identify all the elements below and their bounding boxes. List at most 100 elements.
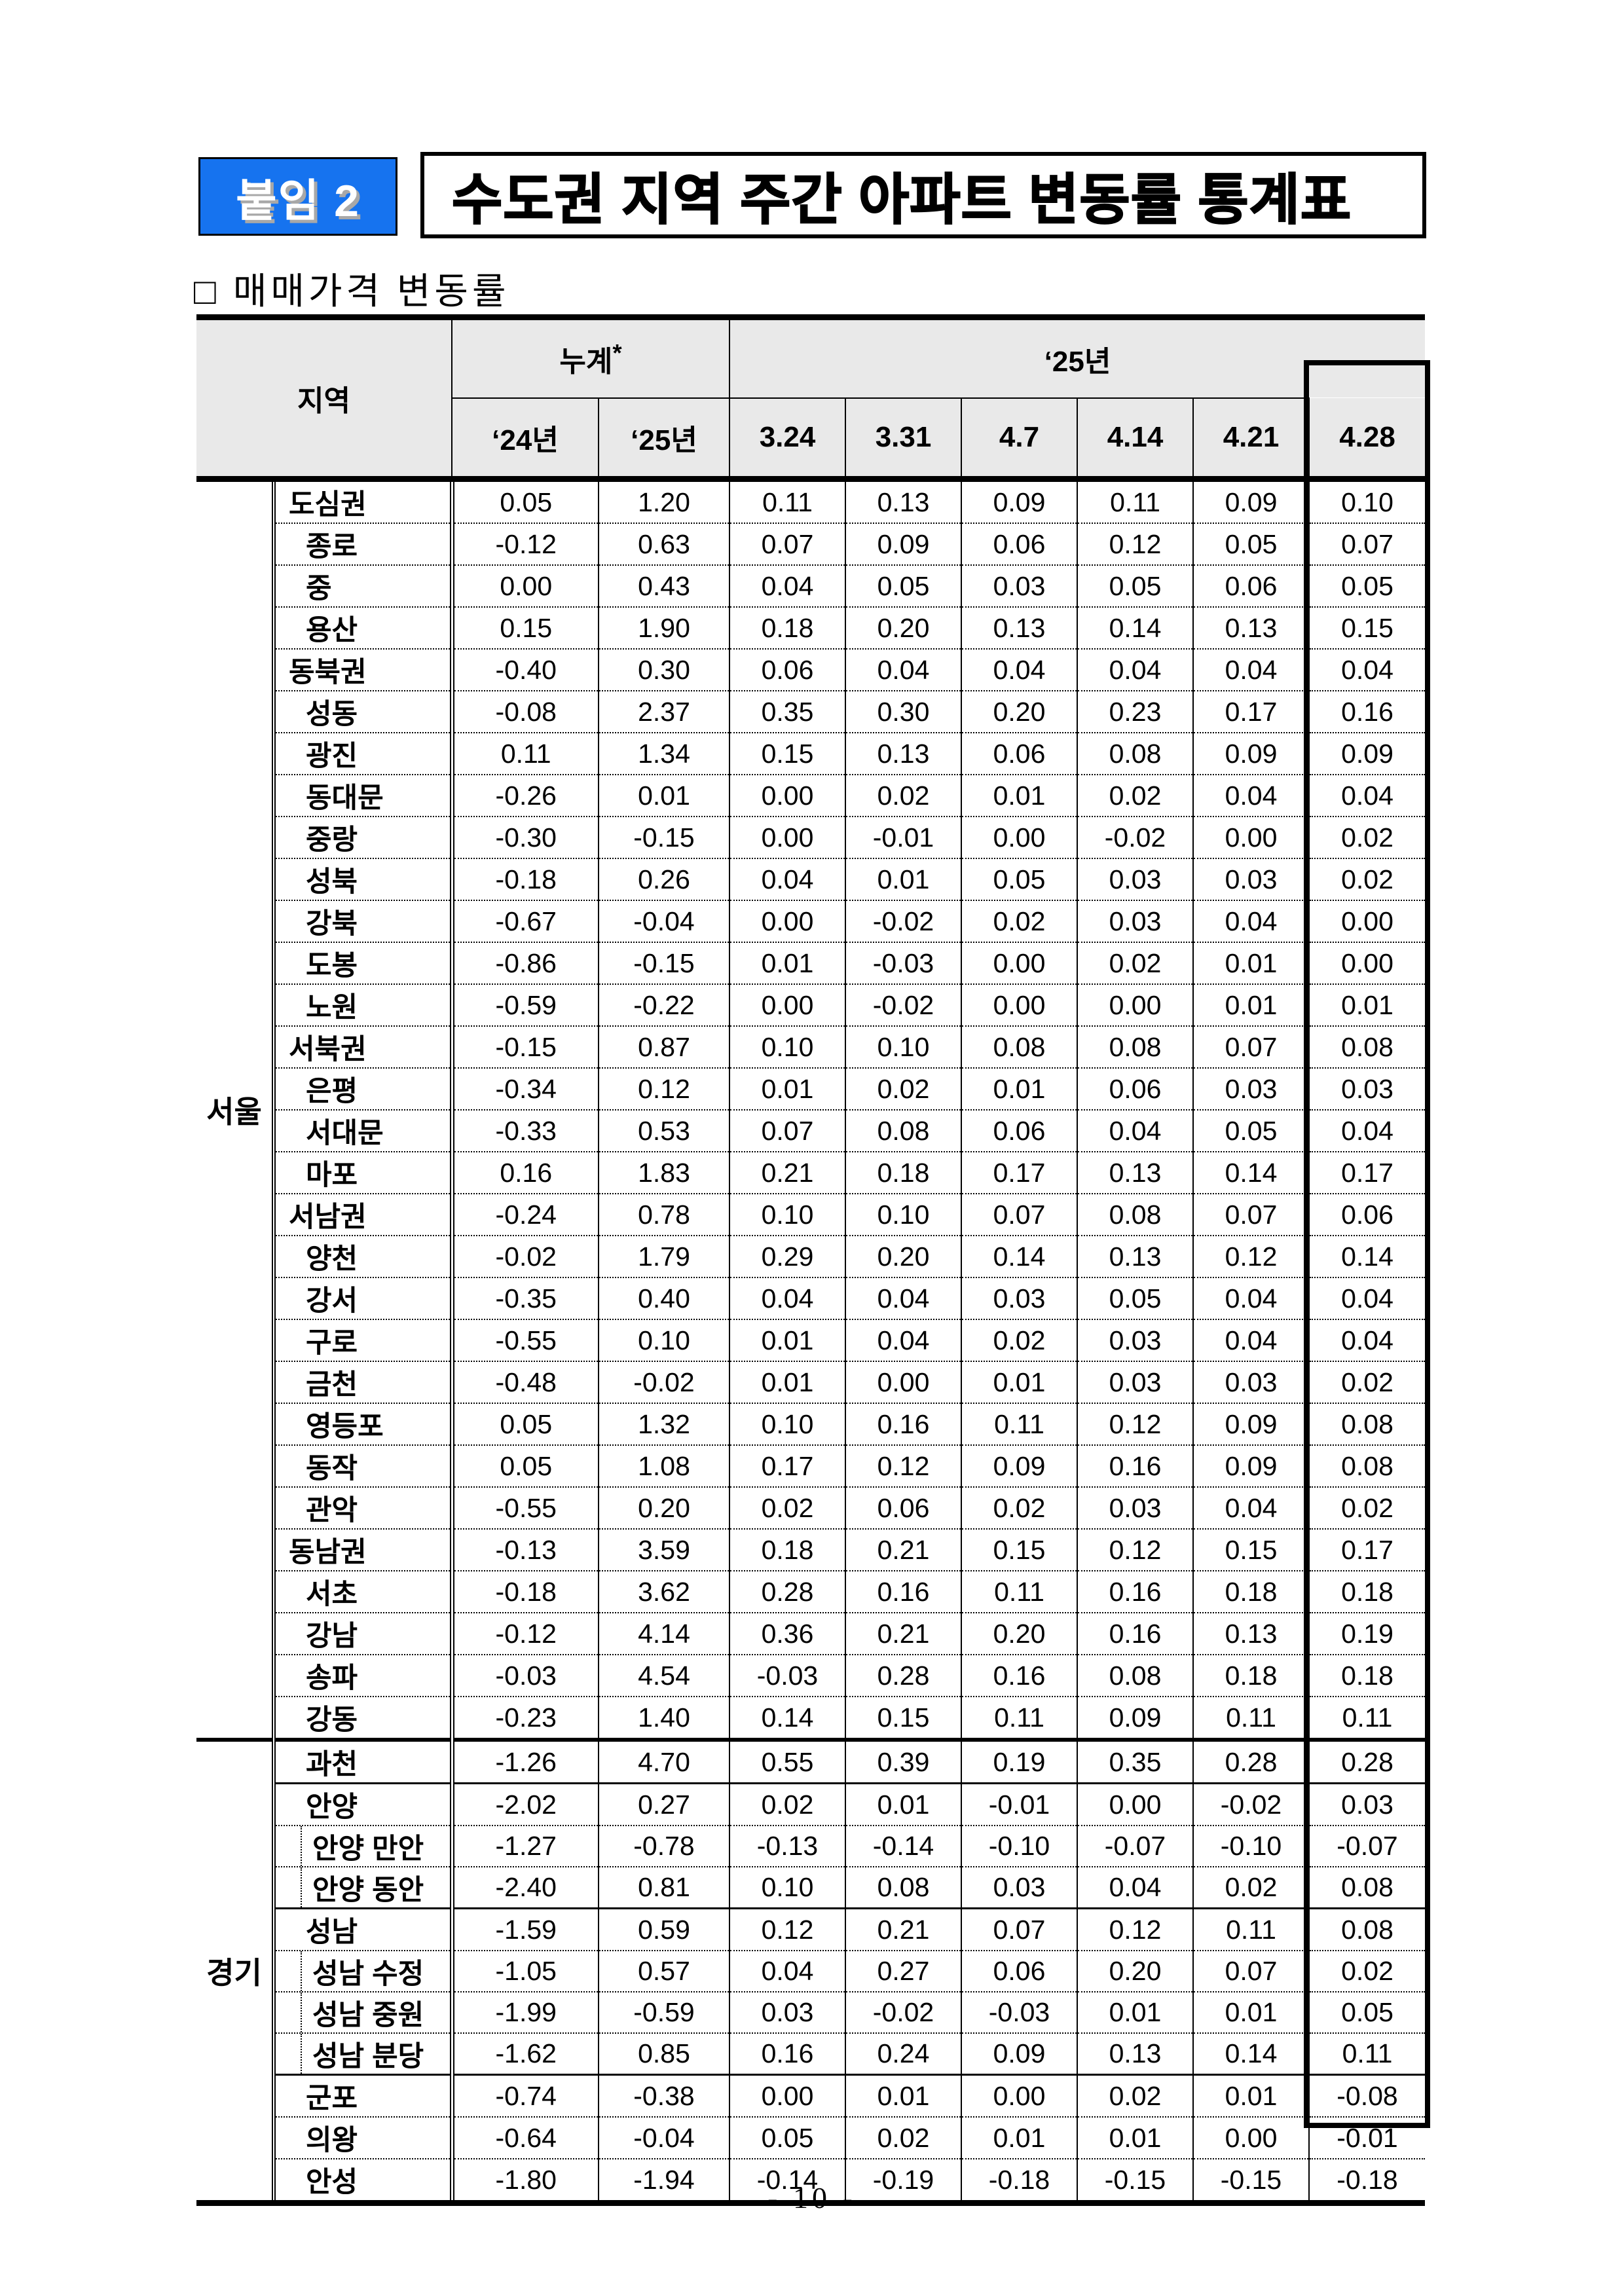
- region-name-cell: 도봉: [272, 942, 454, 984]
- value-cell: 0.43: [597, 564, 730, 607]
- value-cell: 0.02: [845, 2116, 962, 2159]
- value-cell: -0.15: [1077, 2158, 1194, 2203]
- table-row: 성남 중원 -1.99 -0.59 0.03 -0.02 -0.03 0.01 0.01 0.0…: [196, 1991, 1426, 2033]
- value-cell: -0.10: [1192, 1825, 1310, 1867]
- region-name-cell: 동대문: [272, 774, 454, 817]
- sub-region-name: 안양 만안: [301, 1827, 447, 1866]
- table-row: 도봉 -0.86 -0.15 0.01 -0.03 0.00 0.02 0.01 0.00: [196, 942, 1426, 984]
- value-cell: 0.08: [1077, 1193, 1194, 1236]
- value-cell: -0.02: [1192, 1782, 1310, 1826]
- region-name-cell: 구로: [272, 1319, 454, 1361]
- region-name-cell: 성동: [272, 690, 454, 733]
- value-cell: 0.15: [1192, 1528, 1310, 1571]
- value-cell: 0.18: [1308, 1654, 1426, 1697]
- table-row: 금천 -0.48 -0.02 0.01 0.00 0.01 0.03 0.03 0.02: [196, 1361, 1426, 1403]
- value-cell: 0.00: [845, 1361, 962, 1403]
- value-cell: 3.62: [597, 1570, 730, 1613]
- value-cell: 0.16: [451, 1151, 599, 1194]
- value-cell: 0.03: [1192, 1361, 1310, 1403]
- value-cell: 0.01: [845, 1782, 962, 1826]
- value-cell: 0.28: [1192, 1738, 1310, 1784]
- value-cell: 0.15: [729, 732, 846, 775]
- value-cell: 0.01: [1077, 1991, 1194, 2033]
- value-cell: 0.04: [1192, 1486, 1310, 1529]
- value-cell: 0.15: [1308, 606, 1426, 649]
- value-cell: 0.05: [1077, 564, 1194, 607]
- value-cell: 0.28: [845, 1654, 962, 1697]
- value-cell: 0.09: [1192, 479, 1310, 523]
- value-cell: 0.00: [961, 2074, 1078, 2117]
- value-cell: -0.67: [451, 900, 599, 942]
- region-name-cell: 동남권: [272, 1528, 454, 1571]
- table-header: 지역 누계* ‘25년 ‘24년 ‘25년 3.24 3.31 4.7 4.14 4.21 4…: [196, 317, 1426, 482]
- value-cell: 0.00: [1192, 816, 1310, 858]
- region-name-cell: 강남: [272, 1612, 454, 1655]
- value-cell: 0.01: [1192, 942, 1310, 984]
- value-cell: -0.07: [1077, 1825, 1194, 1867]
- table-row: 은평 -0.34 0.12 0.01 0.02 0.01 0.06 0.03 0.03: [196, 1067, 1426, 1110]
- value-cell: 0.08: [1308, 1907, 1426, 1951]
- value-cell: 0.01: [1192, 983, 1310, 1026]
- value-cell: 0.12: [729, 1907, 846, 1951]
- value-cell: 0.09: [1192, 732, 1310, 775]
- column-header-4-7: 4.7: [961, 397, 1078, 482]
- region-name-cell: 은평: [272, 1067, 454, 1110]
- sub-region-name: 성남 중원: [301, 1993, 447, 2032]
- value-cell: 0.08: [1308, 1403, 1426, 1445]
- value-cell: 0.23: [1077, 690, 1194, 733]
- value-cell: 0.00: [961, 942, 1078, 984]
- value-cell: 0.03: [961, 564, 1078, 607]
- value-cell: 0.08: [845, 1866, 962, 1909]
- value-cell: 0.02: [961, 1319, 1078, 1361]
- value-cell: 0.02: [729, 1486, 846, 1529]
- value-cell: 0.14: [1192, 1151, 1310, 1194]
- value-cell: 0.00: [729, 900, 846, 942]
- value-cell: -0.08: [451, 690, 599, 733]
- table-row: 성북 -0.18 0.26 0.04 0.01 0.05 0.03 0.03 0.02: [196, 858, 1426, 900]
- value-cell: 0.03: [1192, 858, 1310, 900]
- value-cell: 0.03: [1077, 900, 1194, 942]
- region-name-cell: 안양 동안: [272, 1866, 454, 1909]
- value-cell: 0.03: [1192, 1067, 1310, 1110]
- region-name-cell: 서초: [272, 1570, 454, 1613]
- value-cell: 0.16: [961, 1654, 1078, 1697]
- region-name-cell: 도심권: [272, 479, 454, 523]
- value-cell: 0.01: [729, 942, 846, 984]
- value-cell: 0.11: [1192, 1696, 1310, 1740]
- value-cell: 0.06: [961, 1109, 1078, 1152]
- value-cell: 0.03: [1308, 1782, 1426, 1826]
- value-cell: -0.15: [1192, 2158, 1310, 2203]
- value-cell: 0.02: [1308, 1361, 1426, 1403]
- value-cell: 0.59: [597, 1907, 730, 1951]
- value-cell: 0.20: [845, 1235, 962, 1277]
- value-cell: 0.02: [961, 900, 1078, 942]
- region-name-cell: 중: [272, 564, 454, 607]
- region-name-cell: 서북권: [272, 1025, 454, 1068]
- value-cell: 0.03: [1077, 858, 1194, 900]
- value-cell: 0.04: [1308, 774, 1426, 817]
- value-cell: 0.04: [845, 648, 962, 691]
- section-subtitle: □ 매매가격 변동률: [194, 272, 510, 312]
- value-cell: 0.12: [1077, 1528, 1194, 1571]
- column-header-4-28: 4.28: [1308, 398, 1426, 482]
- value-cell: -0.18: [1308, 2158, 1426, 2203]
- value-cell: -0.19: [845, 2158, 962, 2203]
- value-cell: 0.36: [729, 1612, 846, 1655]
- value-cell: 0.13: [1192, 1612, 1310, 1655]
- table-row: 송파 -0.03 4.54 -0.03 0.28 0.16 0.08 0.18 0.18: [196, 1654, 1426, 1697]
- value-cell: 0.00: [729, 983, 846, 1026]
- value-cell: -0.22: [597, 983, 730, 1026]
- value-cell: 0.13: [845, 479, 962, 523]
- value-cell: -1.26: [451, 1738, 599, 1784]
- value-cell: -0.33: [451, 1109, 599, 1152]
- value-cell: 0.00: [1077, 983, 1194, 1026]
- value-cell: 0.05: [1192, 1109, 1310, 1152]
- value-cell: 0.18: [845, 1151, 962, 1194]
- value-cell: 0.04: [1308, 1109, 1426, 1152]
- value-cell: -0.18: [451, 858, 599, 900]
- value-cell: 0.04: [1192, 1277, 1310, 1319]
- value-cell: 0.11: [961, 1570, 1078, 1613]
- table-row: 구로 -0.55 0.10 0.01 0.04 0.02 0.03 0.04 0.04: [196, 1319, 1426, 1361]
- value-cell: 0.10: [729, 1403, 846, 1445]
- value-cell: 0.06: [729, 648, 846, 691]
